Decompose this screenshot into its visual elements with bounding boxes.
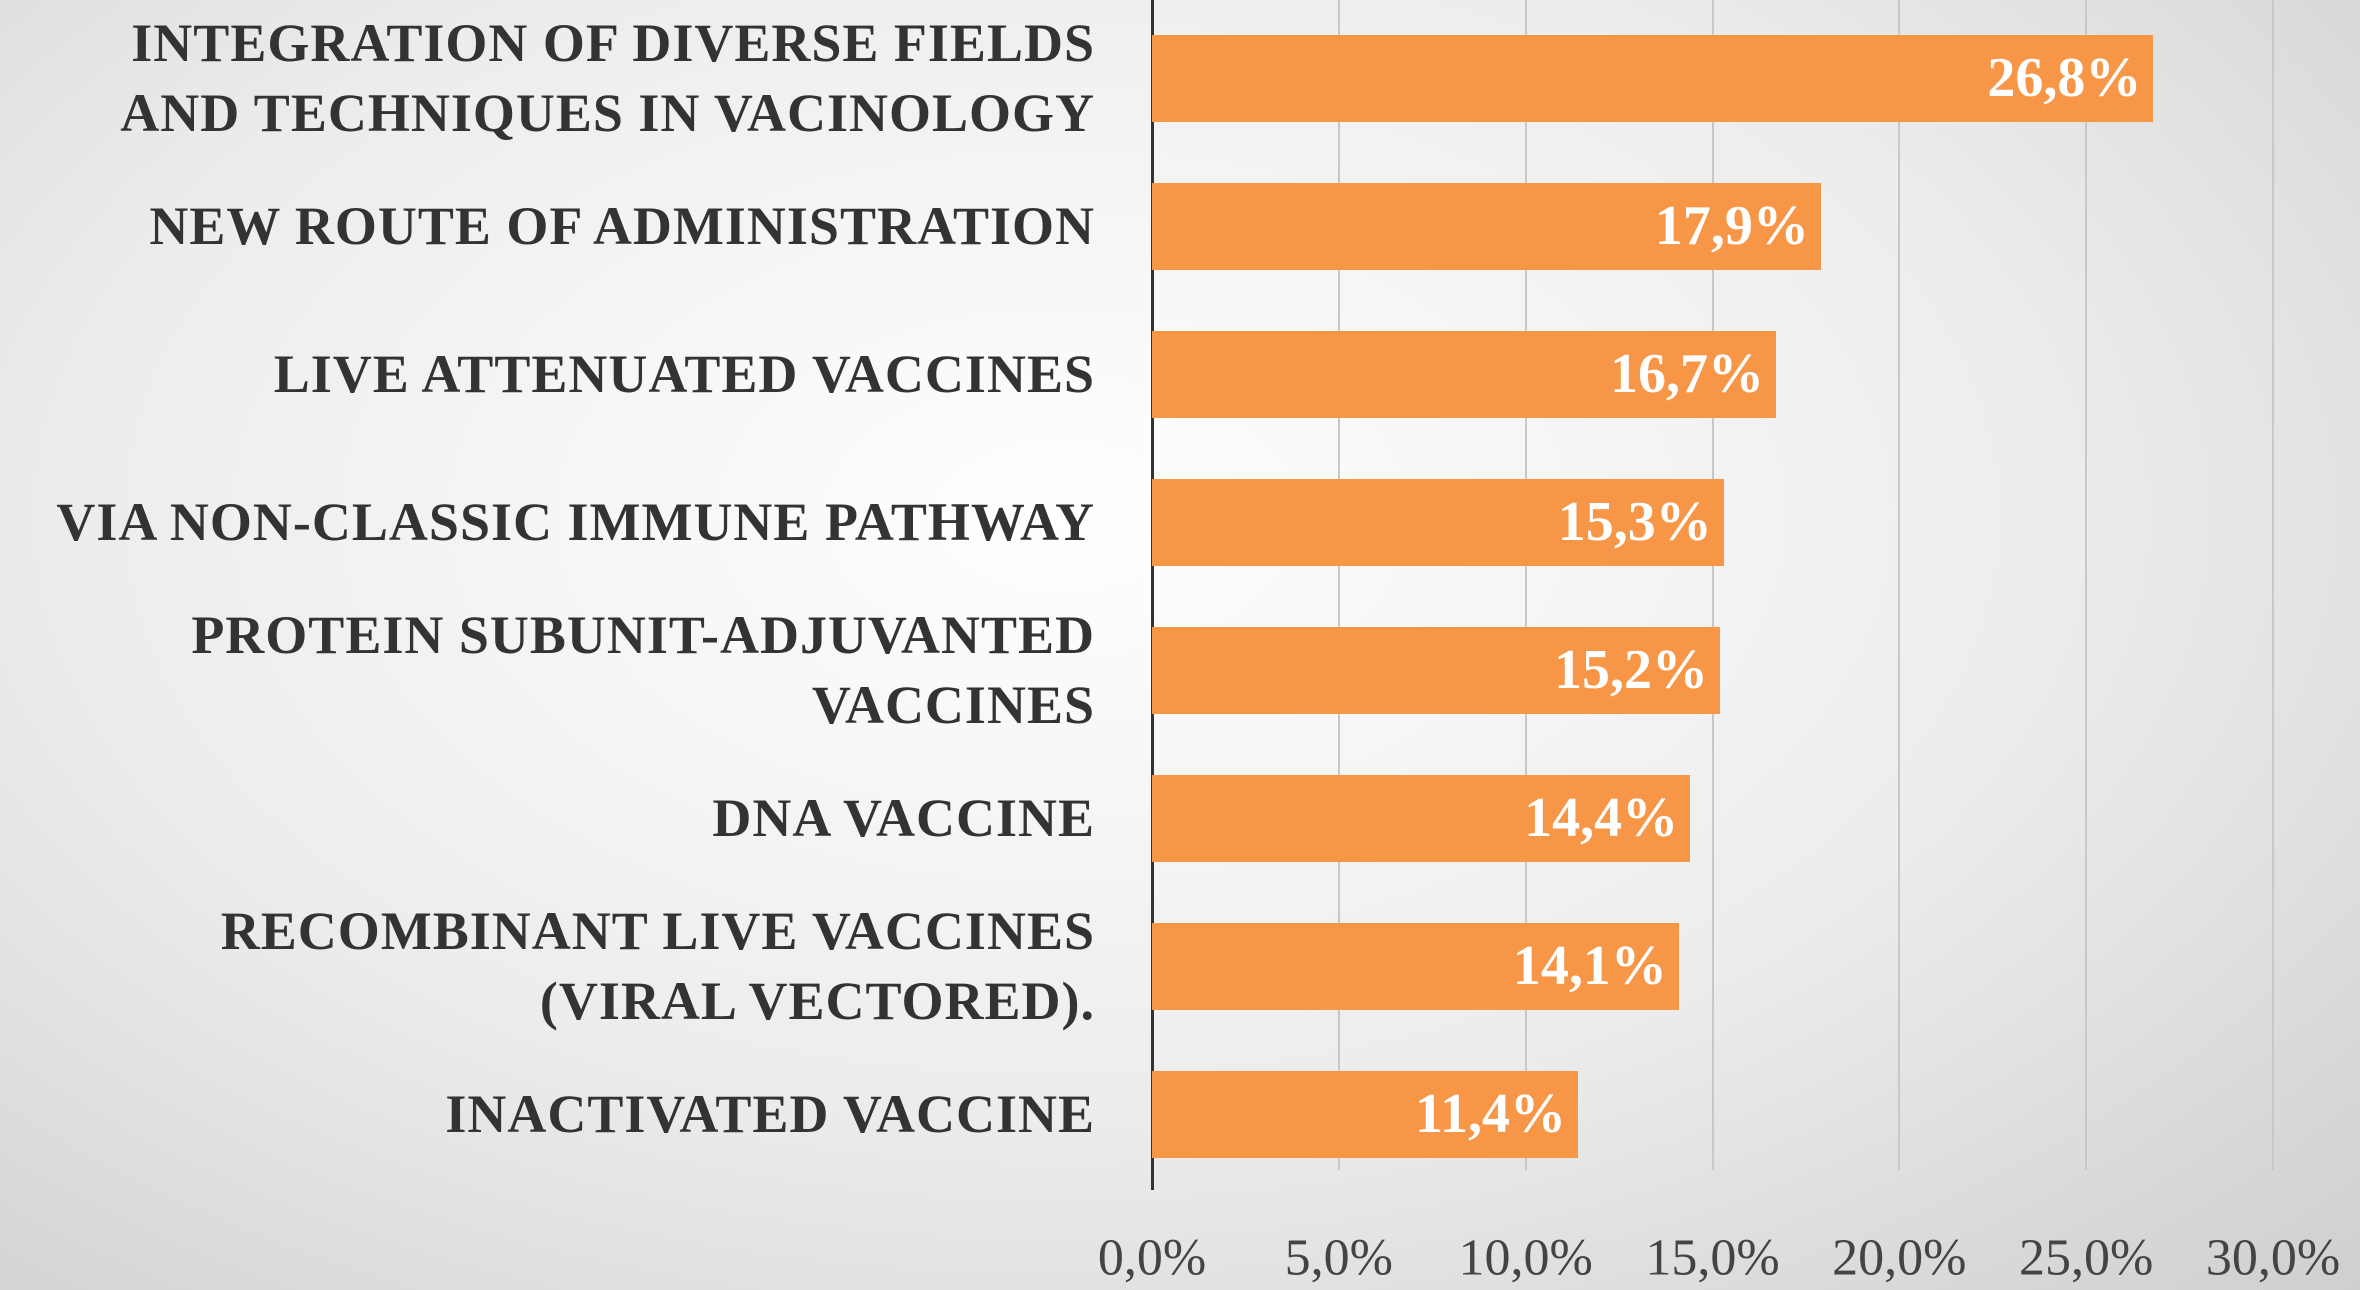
category-label: LIVE ATTENUATED VACCINES	[273, 344, 1095, 404]
bar	[1152, 1070, 1578, 1158]
bar	[1152, 922, 1679, 1010]
bar	[1152, 626, 1720, 714]
bar	[1152, 774, 1691, 862]
data-label: 14,1%	[1512, 935, 1667, 997]
data-label: 11,4%	[1415, 1083, 1566, 1145]
grid-line	[1337, 0, 1340, 1170]
category-label: DNA VACCINE	[712, 788, 1095, 848]
category-label: INACTIVATED VACCINE	[445, 1084, 1095, 1144]
grid-line	[1524, 0, 1527, 1170]
data-label: 14,4%	[1524, 787, 1679, 849]
bar	[1152, 330, 1777, 418]
data-label: 17,9%	[1654, 195, 1809, 257]
grid-line	[2272, 0, 2274, 1170]
grid-line	[1898, 0, 1901, 1170]
bar	[1152, 478, 1724, 566]
bar	[1152, 182, 1821, 270]
x-tick-label: 0,0%	[1097, 1229, 1207, 1287]
x-tick-label: 20,0%	[1832, 1229, 1967, 1287]
axis-line	[1151, 0, 1154, 1190]
category-label: RECOMBINANT LIVE VACCINES (VIRAL VECTORE…	[220, 901, 1095, 1031]
x-tick-label: 15,0%	[1645, 1229, 1780, 1287]
x-tick-label: 30,0%	[2205, 1229, 2341, 1287]
category-label: NEW ROUTE OF ADMINISTRATION	[149, 196, 1095, 256]
x-tick-label: 25,0%	[2018, 1229, 2154, 1287]
category-label: VIA NON-CLASSIC IMMUNE PATHWAY	[56, 492, 1095, 552]
category-label: INTEGRATION OF DIVERSE FIELDS AND TECHNI…	[120, 13, 1095, 143]
x-tick-label: 5,0%	[1284, 1229, 1393, 1287]
data-label: 15,3%	[1557, 491, 1712, 553]
grid-line	[1711, 0, 1714, 1170]
x-tick-label: 10,0%	[1458, 1229, 1593, 1287]
data-label: 26,8%	[1987, 47, 2142, 109]
category-label: PROTEIN SUBUNIT-ADJUVANTED VACCINES	[191, 605, 1095, 735]
data-label: 16,7%	[1610, 343, 1765, 405]
bar	[1152, 34, 2154, 122]
data-label: 15,2%	[1553, 639, 1708, 701]
grid-line	[2085, 0, 2088, 1170]
